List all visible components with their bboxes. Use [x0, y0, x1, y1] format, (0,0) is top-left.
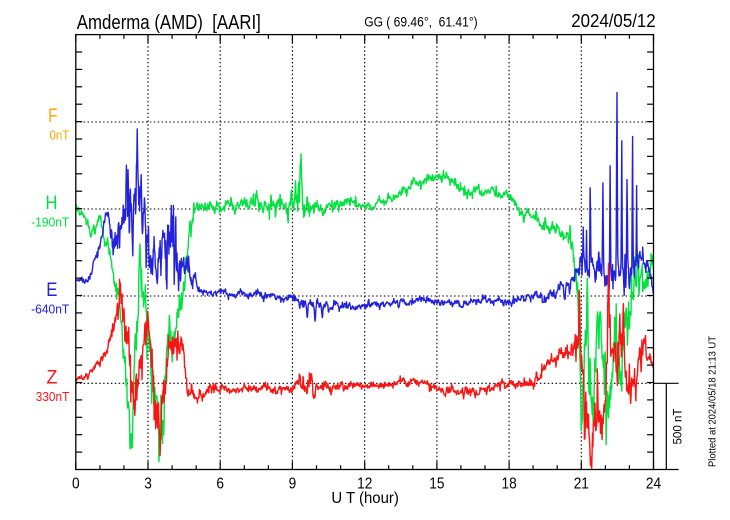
svg-text:6: 6 — [216, 475, 224, 492]
svg-text:2024/05/12: 2024/05/12 — [571, 10, 656, 31]
svg-text:GG ( 69.46°, 61.41°): GG ( 69.46°, 61.41°) — [364, 15, 478, 30]
svg-text:12: 12 — [357, 475, 372, 492]
svg-text:0: 0 — [72, 475, 80, 492]
svg-text:U T (hour): U T (hour) — [331, 490, 398, 507]
svg-text:-640nT: -640nT — [31, 302, 69, 317]
svg-text:500 nT: 500 nT — [670, 408, 684, 445]
svg-text:H: H — [46, 193, 58, 214]
svg-text:Z: Z — [47, 367, 58, 388]
svg-text:24: 24 — [646, 475, 662, 492]
svg-text:9: 9 — [289, 475, 297, 492]
svg-text:18: 18 — [502, 475, 517, 492]
svg-text:F: F — [48, 106, 57, 127]
svg-text:Amderma (AMD) [AARI]: Amderma (AMD) [AARI] — [77, 12, 261, 34]
svg-text:3: 3 — [144, 475, 152, 492]
svg-text:Plotted at 2024/05/18 21:13 UT: Plotted at 2024/05/18 21:13 UT — [708, 335, 719, 467]
svg-text:-190nT: -190nT — [31, 215, 69, 230]
svg-text:E: E — [46, 280, 57, 301]
svg-text:0nT: 0nT — [50, 128, 70, 143]
svg-text:15: 15 — [429, 475, 444, 492]
svg-text:330nT: 330nT — [36, 389, 70, 404]
svg-text:21: 21 — [574, 475, 589, 492]
